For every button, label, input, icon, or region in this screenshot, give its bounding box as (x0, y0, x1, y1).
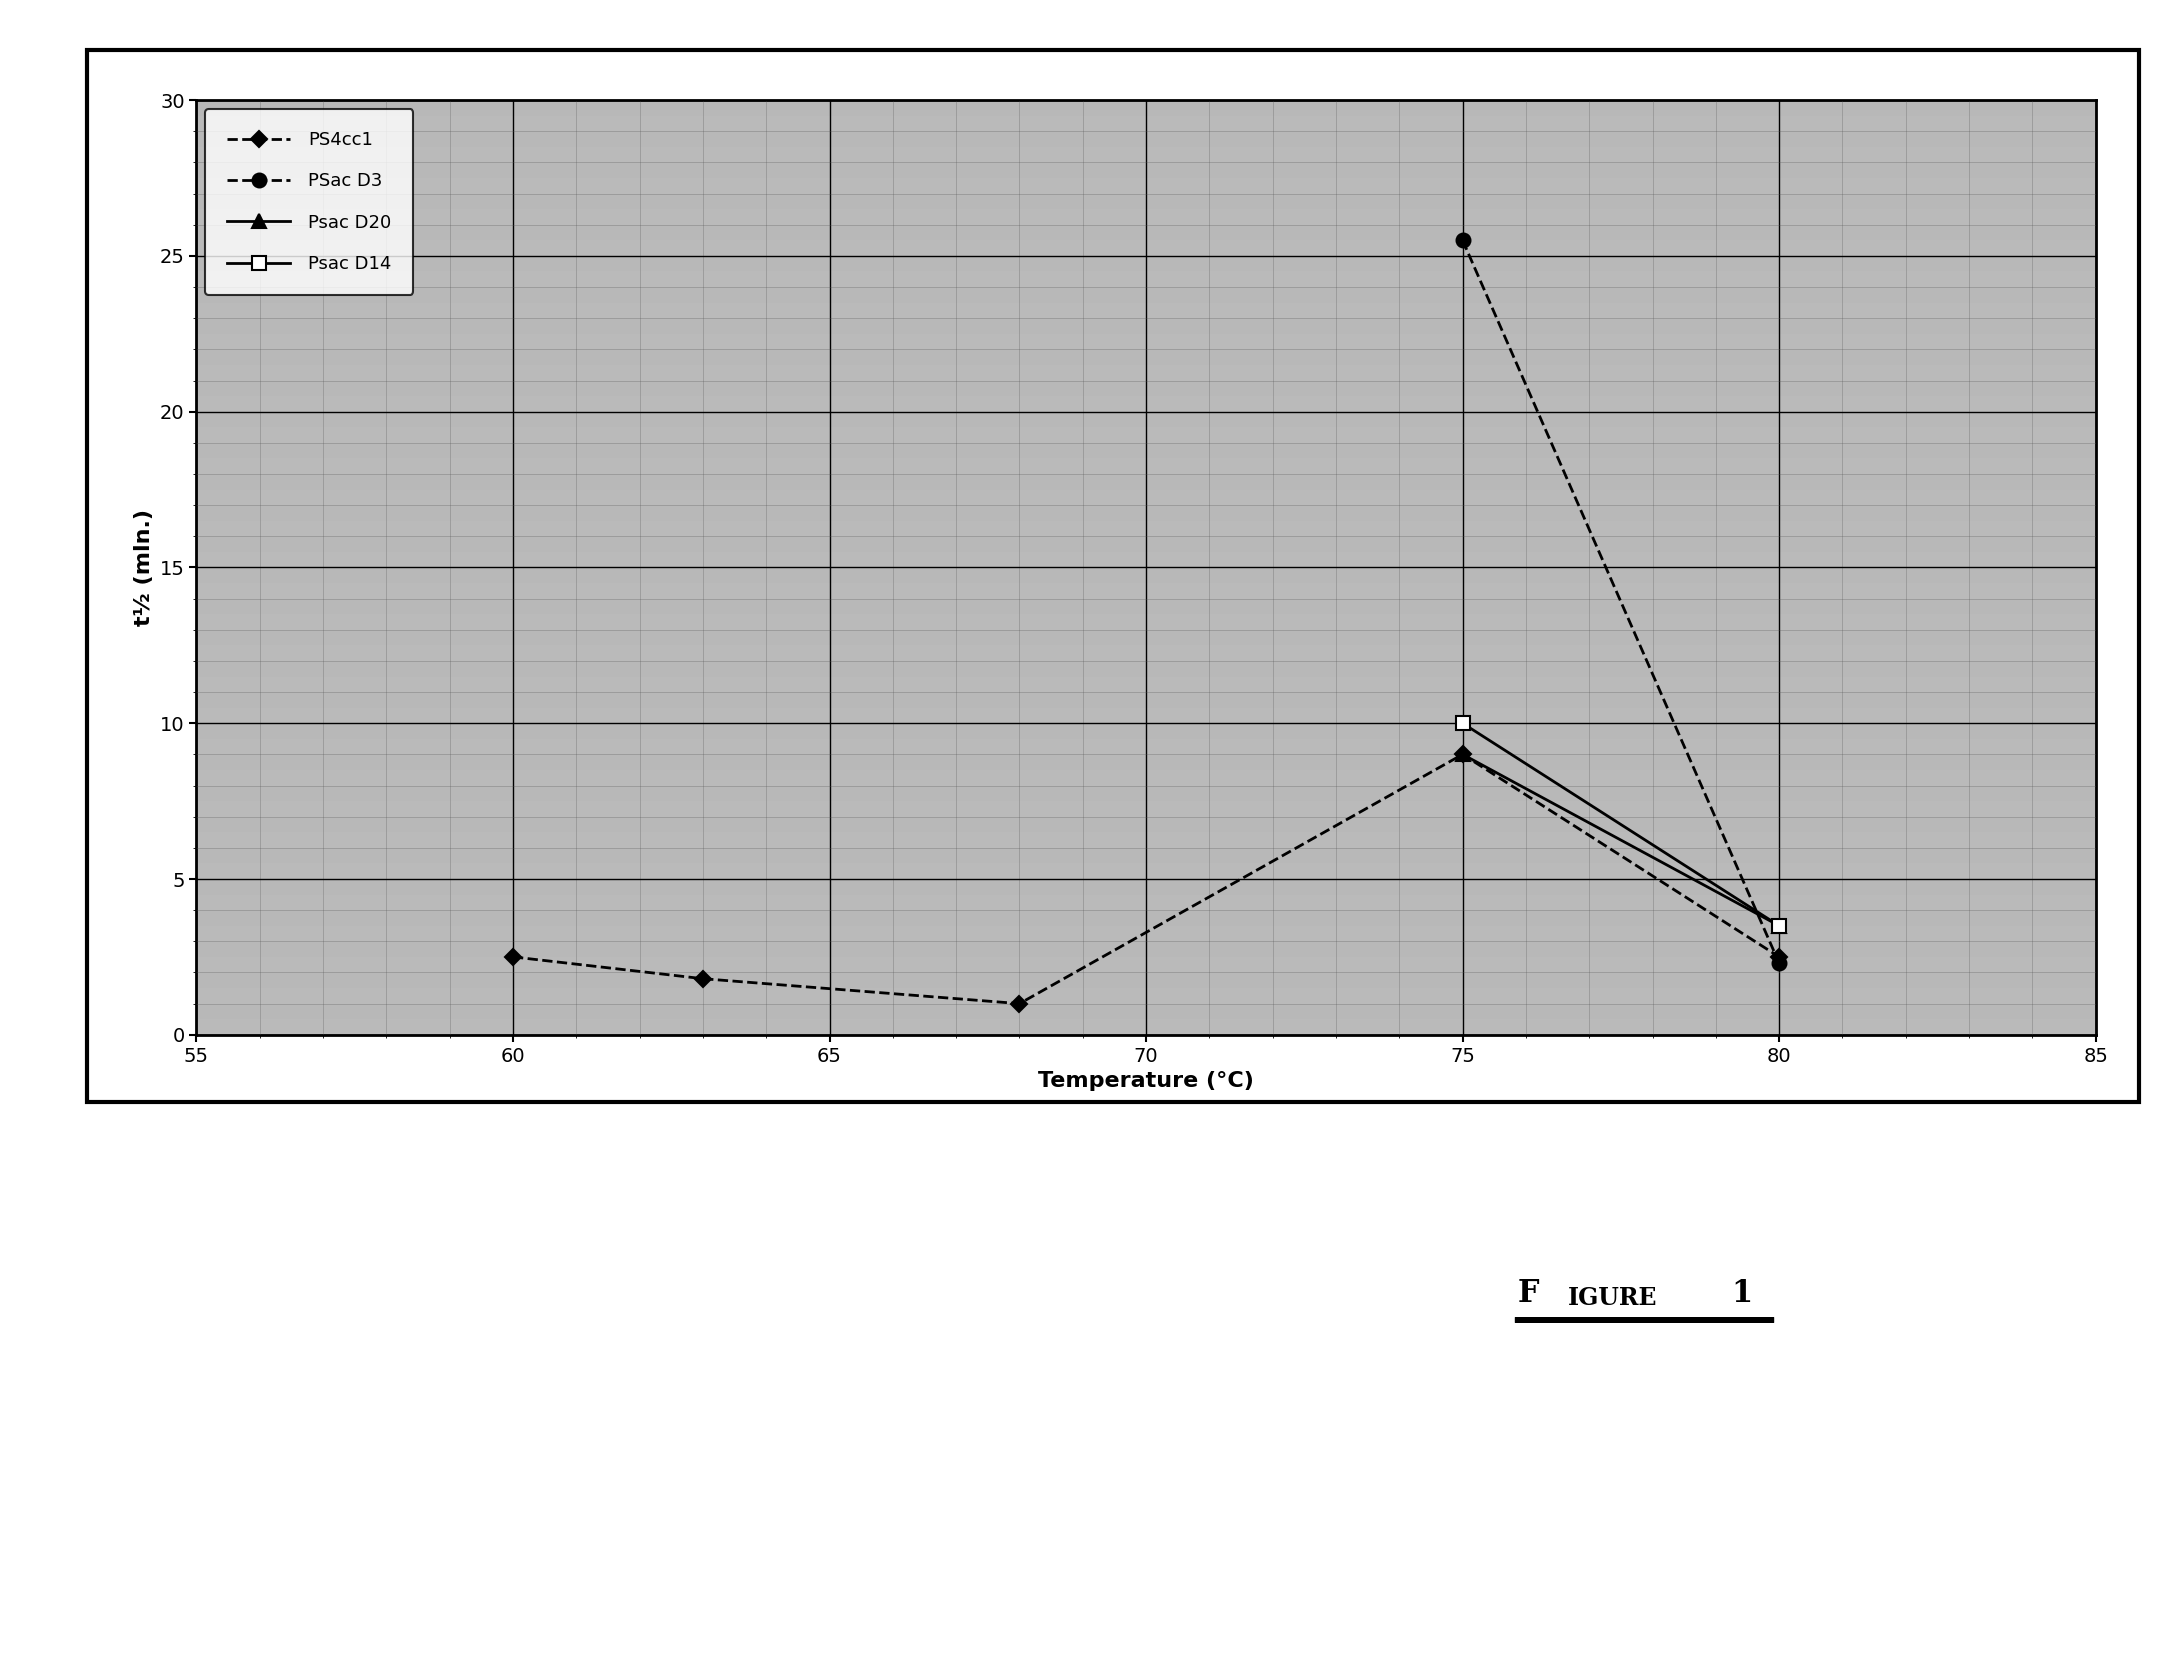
Y-axis label: t½ (mln.): t½ (mln.) (133, 509, 155, 626)
Bar (196, 489, 2096, 506)
Bar (196, 988, 2096, 1003)
Bar (196, 708, 2096, 723)
Bar (196, 459, 2096, 474)
Bar (196, 240, 2096, 255)
Bar (196, 646, 2096, 661)
Text: F: F (1517, 1278, 1539, 1308)
Bar (196, 801, 2096, 816)
Bar (196, 302, 2096, 319)
Text: IGURE: IGURE (1567, 1287, 1657, 1310)
Bar (196, 582, 2096, 599)
Bar (196, 926, 2096, 941)
Legend: PS4cc1, PSac D3, Psac D20, Psac D14: PS4cc1, PSac D3, Psac D20, Psac D14 (205, 108, 413, 295)
Bar (196, 833, 2096, 848)
Bar (196, 427, 2096, 442)
Bar (196, 863, 2096, 880)
Bar (196, 334, 2096, 349)
X-axis label: Temperature (°C): Temperature (°C) (1039, 1071, 1253, 1092)
Bar (196, 739, 2096, 754)
Bar (196, 272, 2096, 287)
Bar (196, 895, 2096, 910)
Bar (196, 209, 2096, 225)
Bar (196, 552, 2096, 567)
Bar (196, 366, 2096, 381)
Bar (196, 676, 2096, 693)
Bar (196, 179, 2096, 194)
Bar (196, 115, 2096, 132)
Bar (196, 396, 2096, 412)
Text: 1: 1 (1731, 1278, 1753, 1308)
Bar (196, 1020, 2096, 1035)
Bar (196, 614, 2096, 629)
Bar (196, 147, 2096, 162)
Bar (196, 521, 2096, 536)
Bar (196, 956, 2096, 973)
Bar (196, 769, 2096, 786)
